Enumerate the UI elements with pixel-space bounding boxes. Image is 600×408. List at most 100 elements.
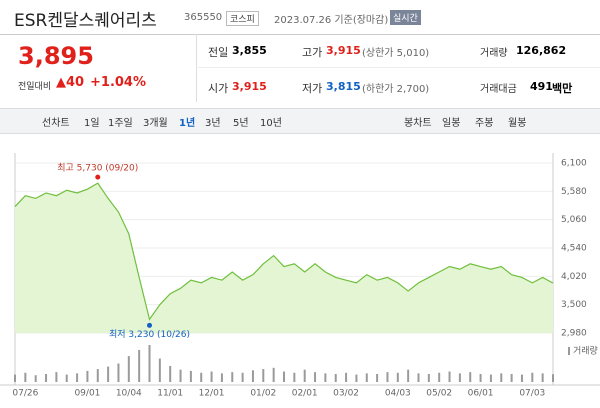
y-tick-label: 2,980 bbox=[561, 329, 587, 339]
tab[interactable]: 3년 bbox=[205, 118, 221, 129]
min-label: 최저 3,230 (10/26) bbox=[109, 329, 190, 340]
volume-bar bbox=[531, 372, 534, 382]
volume-bar bbox=[510, 373, 513, 382]
tab[interactable]: 1일 bbox=[84, 118, 100, 129]
tab[interactable]: 3개월 bbox=[143, 118, 168, 129]
x-tick-label: 03/02 bbox=[333, 389, 359, 399]
divider bbox=[196, 67, 600, 68]
legend-swatch bbox=[568, 347, 570, 355]
value: 3,815 bbox=[326, 80, 361, 93]
tab[interactable]: 1주일 bbox=[108, 118, 133, 129]
label: 저가 bbox=[302, 82, 323, 95]
volume-bar bbox=[293, 372, 296, 382]
volume-bar bbox=[303, 369, 306, 382]
volume-bar bbox=[34, 375, 37, 382]
x-tick-label: 12/01 bbox=[199, 389, 225, 399]
volume-bar bbox=[127, 356, 130, 382]
change-label: 전일대비 bbox=[18, 82, 52, 92]
x-tick-label: 07/03 bbox=[519, 389, 545, 399]
x-tick-label: 05/02 bbox=[426, 389, 452, 399]
tabs: 선차트 1일 1주일 3개월 1년 3년 5년 10년 봉차트 일봉 주봉 월봉 bbox=[0, 114, 600, 129]
volume-bar bbox=[438, 372, 441, 382]
tab[interactable]: 10년 bbox=[260, 118, 282, 129]
tab-bar bbox=[0, 108, 600, 134]
max-label: 최고 5,730 (09/20) bbox=[57, 163, 138, 174]
volume-bar bbox=[334, 373, 337, 382]
x-tick-label: 02/01 bbox=[292, 389, 318, 399]
volume-bar bbox=[417, 373, 420, 382]
live-badge[interactable]: 실시간 bbox=[390, 10, 421, 25]
volume-bar bbox=[469, 372, 472, 382]
label: 거래대금 bbox=[480, 84, 517, 95]
tab[interactable]: 주봉 bbox=[475, 118, 494, 129]
market-badge: 코스피 bbox=[226, 11, 259, 26]
volume-bar bbox=[148, 345, 151, 382]
volume-bar bbox=[200, 372, 203, 382]
volume-bar bbox=[386, 372, 389, 382]
value: 3,915 bbox=[326, 44, 361, 57]
volume-bar bbox=[158, 358, 161, 382]
value: 3,915 bbox=[232, 80, 267, 93]
x-tick-label: 06/01 bbox=[468, 389, 494, 399]
y-tick-label: 6,100 bbox=[561, 159, 587, 169]
stock-code: 365550 bbox=[184, 12, 223, 23]
volume-bar bbox=[272, 367, 275, 382]
volume-bar bbox=[345, 372, 348, 382]
volume-bar bbox=[76, 373, 79, 382]
volume-bar bbox=[500, 373, 503, 382]
volume-bar bbox=[189, 370, 192, 382]
volume-bar bbox=[251, 370, 254, 382]
volume-bar bbox=[117, 363, 120, 382]
volume-bar bbox=[210, 371, 213, 382]
label: 시가 bbox=[208, 82, 229, 95]
line bbox=[14, 182, 554, 321]
volume-bar bbox=[86, 370, 89, 382]
volume-bar bbox=[169, 365, 172, 382]
volume-bar bbox=[479, 373, 482, 382]
volume-bar bbox=[458, 373, 461, 382]
area bbox=[15, 183, 553, 333]
x-tick-label: 09/01 bbox=[74, 389, 100, 399]
tab[interactable]: 5년 bbox=[233, 118, 249, 129]
tab[interactable]: 월봉 bbox=[508, 118, 527, 129]
volume-bar bbox=[55, 372, 58, 382]
tab[interactable]: 1년 bbox=[179, 118, 196, 129]
volume-bar bbox=[448, 371, 451, 382]
volume-bar bbox=[489, 374, 492, 382]
y-tick-label: 3,500 bbox=[561, 300, 587, 310]
y-tick-label: 5,060 bbox=[561, 215, 587, 225]
stock-title: ESR켄달스퀘어리츠 bbox=[14, 11, 157, 31]
y-tick-label: 5,580 bbox=[561, 187, 587, 197]
tab[interactable]: 일봉 bbox=[442, 118, 461, 129]
change-rate: +1.04% bbox=[90, 75, 146, 90]
volume-bar bbox=[107, 366, 110, 382]
volume-bar bbox=[241, 372, 244, 382]
volume-bar bbox=[138, 349, 141, 382]
tab: 봉차트 bbox=[404, 118, 432, 129]
volume-bar bbox=[396, 372, 399, 382]
x-tick-label: 04/03 bbox=[385, 389, 411, 399]
max-marker bbox=[95, 174, 101, 180]
volume-bar bbox=[65, 374, 68, 382]
unit: 백만 bbox=[552, 82, 573, 95]
min-marker bbox=[147, 322, 152, 328]
value: 3,855 bbox=[232, 44, 267, 57]
divider bbox=[0, 34, 600, 35]
x-tick-label: 11/01 bbox=[157, 389, 183, 399]
volume-bar bbox=[283, 371, 285, 382]
divider bbox=[196, 34, 197, 102]
volume-bar bbox=[376, 373, 379, 382]
x-tick-label: 10/04 bbox=[116, 389, 142, 399]
x-tick-label: 01/02 bbox=[250, 389, 276, 399]
volume-bar bbox=[427, 373, 430, 382]
volume-bar bbox=[324, 373, 327, 382]
volume-bar bbox=[262, 369, 265, 382]
volume-bar bbox=[365, 373, 368, 382]
volume-bar bbox=[314, 372, 317, 382]
quote-date: 2023.07.26 기준(장마감) bbox=[274, 15, 389, 26]
volume-bar bbox=[220, 373, 223, 382]
chart: 6,100 5,580 5,060 4,540 4,020 3,500 2,980 최고 5,… bbox=[0, 153, 600, 399]
volume-bar bbox=[24, 372, 27, 382]
volume-bar bbox=[541, 373, 544, 382]
